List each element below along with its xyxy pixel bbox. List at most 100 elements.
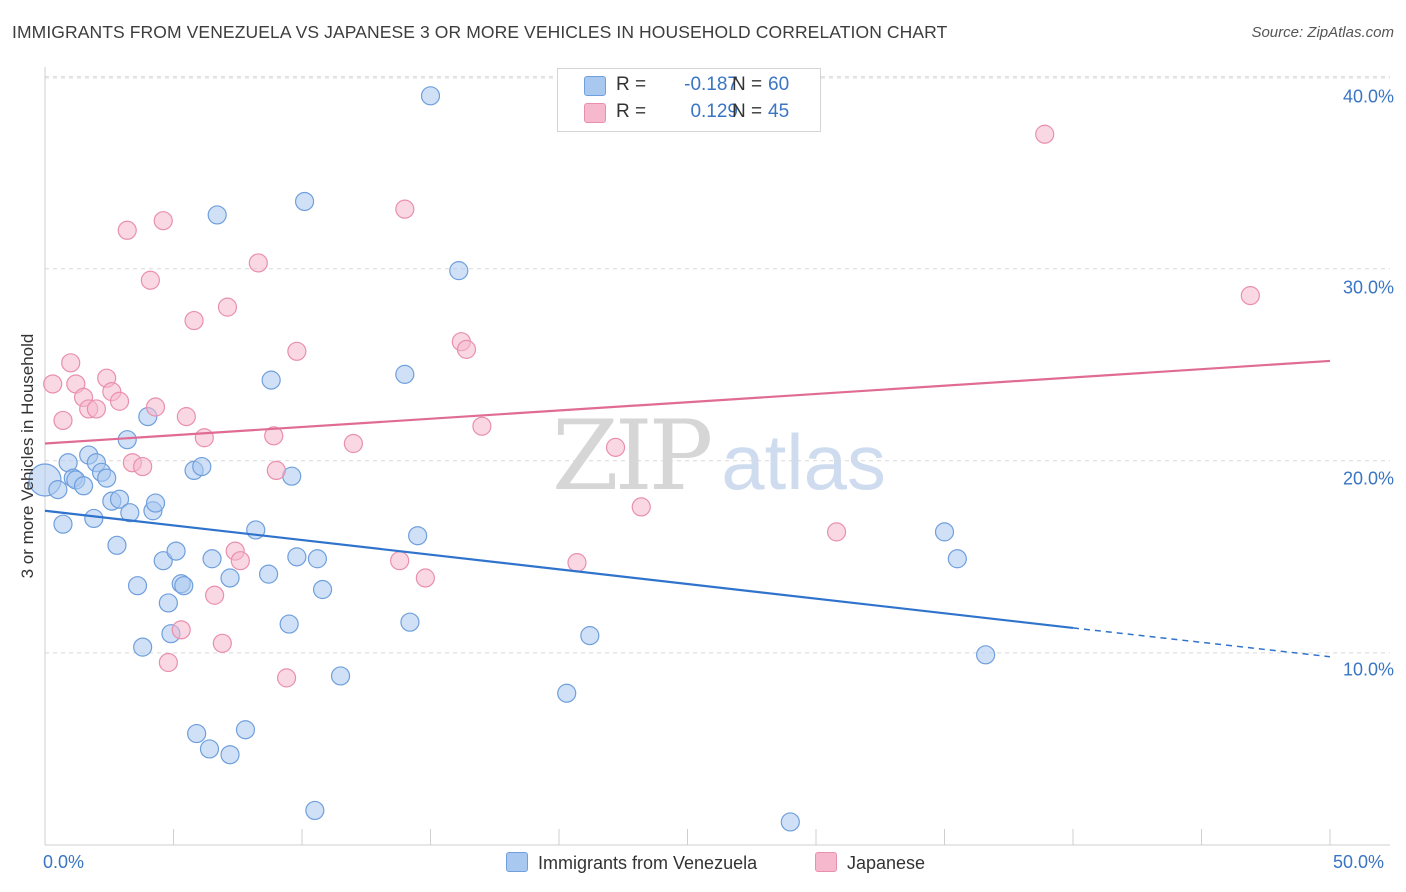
legend-label-japanese: Japanese (847, 853, 926, 873)
point-venezuela (153, 551, 173, 571)
point-japanese (1240, 285, 1260, 306)
point-venezuela (187, 723, 207, 744)
point-japanese (217, 297, 238, 317)
point-venezuela (53, 514, 73, 534)
point-japanese (61, 353, 81, 373)
point-venezuela (192, 456, 212, 477)
y-tick-30: 30.0% (1342, 277, 1394, 298)
point-venezuela (97, 468, 117, 488)
point-japanese (145, 397, 166, 417)
point-japanese (605, 437, 626, 457)
point-japanese (140, 270, 160, 290)
point-japanese (212, 633, 232, 653)
x-tick-min: 0.0% (43, 852, 85, 872)
point-japanese (86, 399, 107, 419)
point-japanese (184, 310, 204, 331)
point-venezuela (220, 568, 240, 588)
point-venezuela (199, 739, 220, 759)
point-venezuela (48, 480, 68, 500)
point-japanese (456, 339, 477, 359)
legend-swatch-pink (815, 852, 837, 872)
point-japanese (176, 407, 196, 427)
point-venezuela (261, 370, 281, 390)
point-venezuela (107, 535, 127, 555)
legend-n-label: N = (732, 101, 763, 122)
point-venezuela (258, 564, 279, 584)
point-venezuela (408, 526, 428, 546)
trendline-japanese (44, 359, 1331, 445)
point-japanese (287, 341, 307, 361)
point-venezuela (420, 86, 441, 106)
point-venezuela (330, 666, 351, 686)
point-venezuela (145, 493, 166, 513)
legend-swatch-pink (584, 103, 606, 123)
point-venezuela (84, 508, 104, 529)
point-venezuela (305, 800, 325, 821)
point-venezuela (312, 579, 333, 600)
point-japanese (472, 416, 492, 436)
point-japanese (390, 551, 410, 571)
x-tick-max: 50.0% (1333, 852, 1385, 872)
point-venezuela (947, 549, 967, 569)
correlation-legend: R = -0.187 N = 60 R = 0.129 N = 45 (557, 68, 821, 132)
point-japanese (158, 652, 178, 673)
point-japanese (567, 553, 587, 573)
point-venezuela (127, 576, 148, 596)
point-venezuela (120, 503, 140, 523)
point-venezuela (780, 812, 800, 832)
point-venezuela (557, 683, 577, 703)
legend-r-value: 0.129 (690, 101, 738, 122)
point-japanese (415, 568, 435, 588)
y-axis-label: 3 or more Vehicles in Household (18, 333, 37, 579)
point-venezuela (202, 549, 222, 569)
point-venezuela (158, 593, 178, 613)
chart-title: IMMIGRANTS FROM VENEZUELA VS JAPANESE 3 … (12, 22, 948, 42)
point-venezuela (109, 489, 130, 509)
point-venezuela (307, 549, 328, 569)
legend-n-value: 45 (768, 101, 790, 122)
legend-r-label: R = (616, 74, 647, 95)
point-japanese (43, 374, 63, 394)
point-venezuela (235, 720, 256, 740)
point-venezuela (73, 476, 94, 496)
point-venezuela (294, 191, 315, 212)
point-venezuela (400, 612, 420, 632)
point-japanese (133, 456, 153, 477)
point-japanese (266, 460, 286, 481)
point-venezuela (287, 547, 307, 567)
point-venezuela (174, 576, 194, 596)
legend-label-venezuela: Immigrants from Venezuela (538, 853, 758, 873)
point-japanese (631, 497, 651, 517)
y-tick-10: 10.0% (1342, 659, 1394, 680)
point-venezuela (133, 637, 153, 657)
point-venezuela (580, 626, 600, 646)
point-japanese (153, 211, 173, 231)
point-venezuela (166, 541, 186, 561)
legend-swatch-blue (506, 852, 528, 872)
point-japanese (194, 428, 214, 448)
point-venezuela (279, 614, 299, 634)
point-japanese (395, 199, 415, 219)
trendline-venezuela (44, 509, 1074, 630)
point-japanese (343, 433, 363, 454)
y-tick-40: 40.0% (1342, 86, 1394, 107)
point-japanese (264, 426, 284, 446)
legend-item-japanese[interactable]: Japanese (815, 852, 925, 874)
point-venezuela (395, 364, 415, 384)
point-venezuela (976, 645, 996, 665)
source-label: Source: ZipAtlas.com (1251, 24, 1394, 41)
point-japanese (1035, 124, 1055, 144)
point-venezuela (934, 522, 955, 542)
point-venezuela (220, 745, 240, 765)
point-japanese (117, 220, 137, 240)
point-japanese (276, 668, 297, 688)
point-japanese (109, 391, 130, 411)
point-venezuela (449, 261, 469, 281)
point-japanese (826, 522, 847, 542)
legend-item-venezuela[interactable]: Immigrants from Venezuela (506, 852, 757, 874)
point-japanese (171, 620, 191, 640)
legend-swatch-blue (584, 76, 606, 96)
point-japanese (53, 410, 73, 431)
point-japanese (248, 253, 268, 273)
